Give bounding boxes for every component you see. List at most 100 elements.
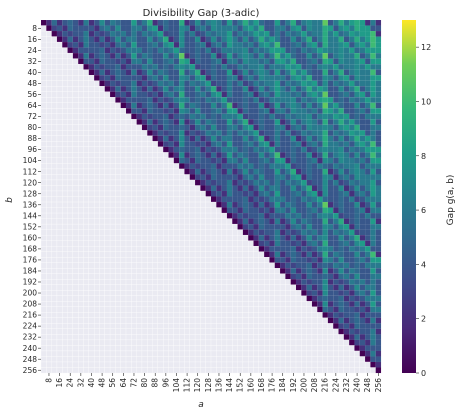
heatmap-cell bbox=[349, 251, 355, 258]
heatmap-cell bbox=[168, 97, 174, 103]
heatmap-cell bbox=[94, 41, 100, 48]
heatmap-cell bbox=[136, 64, 143, 70]
heatmap-cell bbox=[168, 130, 174, 136]
heatmap-cell bbox=[322, 201, 329, 208]
heatmap-cell bbox=[200, 102, 206, 109]
heatmap-cell bbox=[370, 69, 376, 76]
heatmap-cell bbox=[136, 367, 143, 374]
heatmap-cell bbox=[364, 141, 371, 148]
heatmap-cell bbox=[99, 306, 105, 313]
heatmap-cell bbox=[317, 69, 323, 76]
y-tick-label: 152 bbox=[23, 222, 38, 231]
heatmap-cell bbox=[274, 229, 281, 236]
heatmap-cell bbox=[269, 196, 275, 203]
heatmap-cell bbox=[46, 63, 52, 70]
heatmap-cell bbox=[306, 317, 313, 324]
heatmap-cell bbox=[109, 290, 116, 296]
heatmap-cell bbox=[232, 185, 238, 192]
heatmap-cell bbox=[285, 251, 291, 258]
heatmap-cell bbox=[40, 152, 47, 159]
heatmap-cell bbox=[99, 64, 105, 70]
heatmap-cell bbox=[221, 152, 228, 159]
heatmap-cell bbox=[147, 36, 153, 43]
heatmap-cell bbox=[232, 41, 238, 48]
heatmap-cell bbox=[311, 19, 318, 26]
heatmap-cell bbox=[258, 356, 265, 363]
heatmap-cell bbox=[99, 80, 105, 87]
heatmap-cell bbox=[279, 113, 286, 120]
heatmap-cell bbox=[152, 124, 159, 131]
heatmap-cell bbox=[338, 306, 344, 313]
heatmap-cell bbox=[141, 328, 148, 335]
heatmap-cell bbox=[205, 58, 212, 65]
heatmap-cell bbox=[258, 135, 265, 142]
heatmap-cell bbox=[173, 52, 180, 59]
heatmap-cell bbox=[141, 174, 148, 181]
heatmap-cell bbox=[290, 30, 297, 37]
heatmap-cell bbox=[46, 279, 52, 285]
heatmap-cell bbox=[333, 113, 339, 120]
heatmap-cell bbox=[152, 64, 159, 70]
heatmap-cell bbox=[274, 328, 281, 335]
heatmap-cell bbox=[285, 201, 291, 208]
heatmap-cell bbox=[263, 279, 270, 285]
heatmap-cell bbox=[226, 168, 233, 175]
heatmap-cell bbox=[301, 273, 307, 280]
heatmap-cell bbox=[109, 196, 116, 203]
heatmap-cell bbox=[131, 91, 137, 98]
heatmap-cell bbox=[279, 273, 286, 280]
heatmap-cell bbox=[221, 130, 228, 136]
heatmap-cell bbox=[194, 328, 201, 335]
heatmap-cell bbox=[290, 152, 297, 159]
heatmap-cell bbox=[264, 113, 270, 120]
heatmap-cell bbox=[173, 41, 180, 48]
heatmap-cell bbox=[93, 212, 100, 219]
heatmap-cell bbox=[221, 218, 228, 225]
heatmap-cell bbox=[136, 69, 143, 76]
heatmap-cell bbox=[279, 47, 286, 54]
heatmap-cell bbox=[88, 52, 95, 59]
heatmap-cell bbox=[83, 168, 90, 175]
heatmap-cell bbox=[56, 91, 63, 98]
heatmap-cell bbox=[152, 185, 159, 192]
heatmap-cell bbox=[189, 119, 196, 125]
heatmap-cell bbox=[354, 30, 360, 37]
heatmap-cell bbox=[46, 152, 52, 159]
heatmap-cell bbox=[370, 102, 376, 109]
heatmap-cell bbox=[248, 130, 254, 136]
heatmap-cell bbox=[333, 229, 339, 236]
heatmap-cell bbox=[242, 19, 249, 26]
heatmap-cell bbox=[242, 245, 249, 252]
heatmap-cell bbox=[125, 124, 132, 131]
heatmap-cell bbox=[136, 185, 143, 192]
heatmap-cell bbox=[285, 246, 291, 252]
heatmap-cell bbox=[370, 97, 376, 103]
heatmap-cell bbox=[115, 245, 121, 252]
y-tick-label: 160 bbox=[23, 233, 38, 242]
heatmap-cell bbox=[78, 113, 84, 120]
heatmap-cell bbox=[349, 141, 355, 148]
heatmap-cell bbox=[200, 30, 206, 37]
heatmap-cell bbox=[67, 301, 74, 308]
y-tick-label: 32 bbox=[27, 57, 37, 66]
heatmap-cell bbox=[274, 257, 281, 263]
heatmap-cell bbox=[72, 36, 79, 43]
heatmap-cell bbox=[285, 356, 291, 363]
heatmap-cell bbox=[248, 339, 254, 346]
heatmap-cell bbox=[163, 75, 169, 81]
heatmap-cell bbox=[125, 91, 132, 98]
heatmap-cell bbox=[67, 290, 74, 296]
heatmap-cell bbox=[269, 290, 275, 296]
heatmap-cell bbox=[279, 201, 286, 208]
heatmap-cell bbox=[258, 201, 265, 208]
heatmap-cell bbox=[62, 262, 68, 269]
heatmap-cell bbox=[311, 80, 318, 87]
heatmap-cell bbox=[115, 306, 121, 313]
heatmap-cell bbox=[274, 361, 281, 368]
heatmap-cells bbox=[40, 19, 382, 374]
x-tick-label: 200 bbox=[299, 378, 308, 393]
heatmap-cell bbox=[194, 86, 201, 92]
heatmap-cell bbox=[338, 257, 344, 263]
heatmap-cell bbox=[258, 350, 265, 357]
heatmap-cell bbox=[184, 240, 190, 247]
